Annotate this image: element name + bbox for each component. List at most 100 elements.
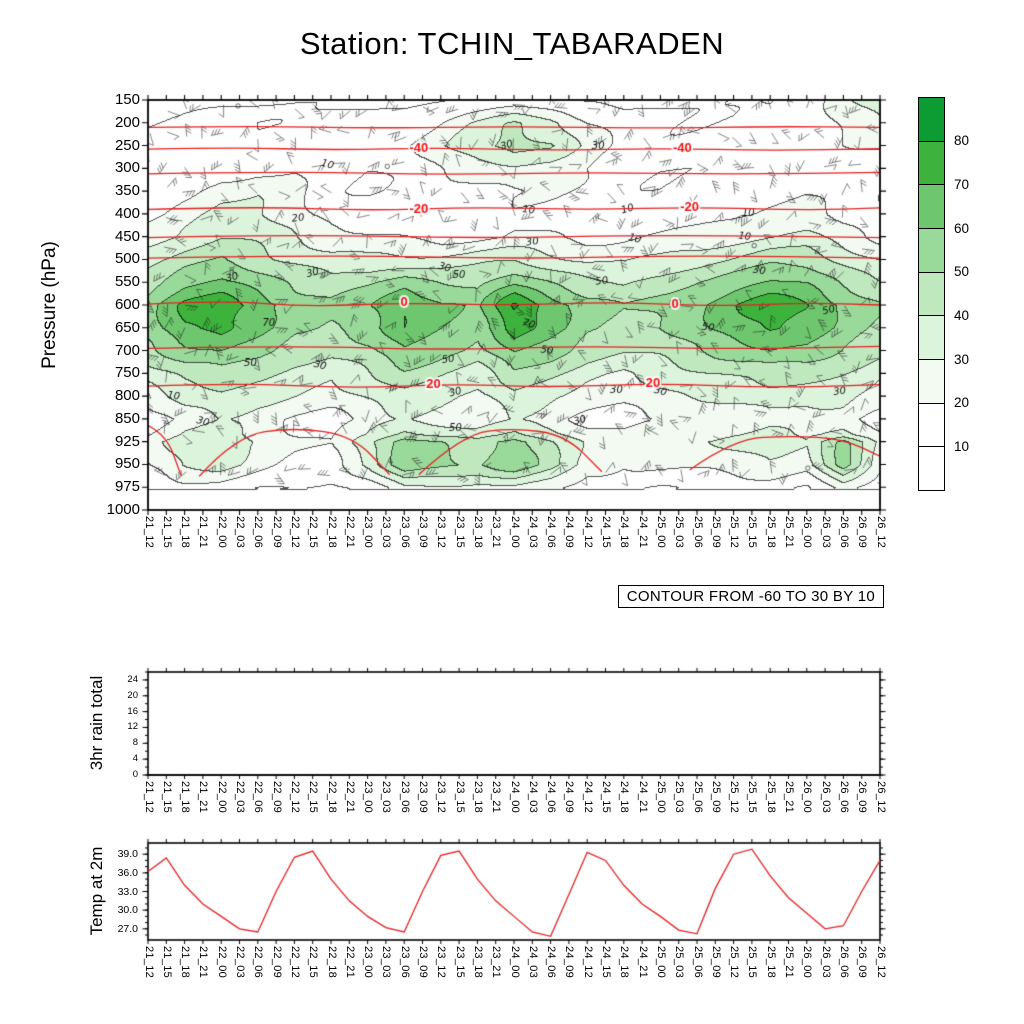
time-tick-label: 24_12 — [581, 516, 594, 549]
time-tick-label: 22_21 — [343, 946, 356, 979]
pressure-tick-label: 1000 — [106, 501, 140, 518]
time-tick-label: 23_12 — [435, 781, 448, 814]
time-tick-label: 24_12 — [581, 946, 594, 979]
time-tick-label: 22_03 — [234, 516, 246, 549]
pressure-tick-label: 600 — [114, 296, 140, 313]
time-tick-label: 24_21 — [636, 781, 649, 814]
pressure-tick-label: 700 — [114, 341, 140, 359]
colorbar-label: 40 — [954, 307, 970, 323]
time-tick-label: 25_06 — [691, 516, 704, 549]
time-tick-label: 24_18 — [618, 781, 631, 814]
rain-ytick-label: 24 — [127, 673, 138, 685]
time-tick-label: 22_21 — [343, 516, 356, 549]
time-tick-label: 25_21 — [783, 946, 795, 979]
time-tick-label: 24_09 — [563, 516, 576, 549]
time-tick-label: 24_09 — [563, 946, 576, 979]
time-tick-label: 24_00 — [508, 946, 521, 979]
time-tick-label: 25_00 — [654, 516, 667, 549]
time-tick-label: 22_00 — [215, 946, 228, 979]
pressure-tick-label: 400 — [114, 204, 140, 222]
time-tick-label: 25_09 — [709, 946, 722, 979]
time-tick-label: 25_03 — [673, 946, 686, 979]
time-tick-label: 22_06 — [252, 516, 265, 549]
time-tick-label: 24_03 — [526, 516, 539, 549]
pressure-tick-label: 650 — [114, 318, 140, 336]
time-tick-label: 23_15 — [453, 781, 466, 814]
time-tick-label: 25_06 — [691, 781, 704, 814]
colorbar-box — [918, 402, 945, 448]
time-tick-label: 26_09 — [856, 516, 869, 549]
pressure-tick-label: 975 — [114, 478, 140, 496]
time-tick-label: 22_18 — [325, 516, 338, 549]
time-tick-label: 23_09 — [417, 781, 429, 814]
time-tick-label: 25_15 — [746, 516, 759, 549]
time-tick-label: 23_00 — [362, 946, 375, 979]
temp-ytick-label: 27.0 — [117, 922, 138, 935]
colorbar-label: 10 — [954, 438, 970, 454]
time-tick-label: 25_15 — [746, 946, 759, 979]
time-tick-label: 26_06 — [837, 516, 850, 549]
time-tick-label: 23_21 — [490, 946, 503, 979]
time-tick-label: 22_21 — [343, 781, 356, 814]
time-tick-label: 23_12 — [435, 946, 448, 979]
time-tick-label: 25_12 — [728, 781, 741, 814]
rain-ytick-label: 0 — [132, 769, 138, 780]
time-tick-label: 24_12 — [581, 781, 594, 814]
time-tick-label: 25_18 — [764, 946, 777, 979]
pressure-tick-label: 550 — [114, 273, 140, 291]
time-tick-label: 25_21 — [783, 516, 795, 549]
time-tick-label: 24_15 — [600, 781, 612, 814]
time-tick-label: 22_09 — [270, 516, 283, 549]
temp-ytick-label: 39.0 — [117, 848, 138, 861]
rain-line-plot — [140, 664, 888, 783]
time-tick-label: 26_09 — [856, 781, 869, 814]
time-tick-label: 26_00 — [801, 946, 814, 979]
pressure-tick-label: 350 — [114, 182, 140, 200]
time-tick-label: 25_18 — [764, 516, 777, 549]
time-tick-label: 21_21 — [197, 946, 210, 979]
time-tick-label: 21_12 — [142, 946, 155, 979]
time-tick-label: 22_12 — [288, 516, 301, 549]
time-tick-label: 23_15 — [453, 516, 466, 549]
colorbar-box — [918, 446, 945, 491]
rain-ytick-label: 16 — [127, 705, 138, 717]
pressure-tick-label: 150 — [114, 91, 140, 108]
time-tick-label: 22_12 — [288, 946, 301, 979]
time-tick-label: 26_03 — [819, 781, 832, 814]
time-tick-label: 21_21 — [197, 781, 210, 814]
pressure-tick-label: 750 — [114, 364, 140, 382]
time-tick-label: 24_18 — [618, 946, 631, 979]
time-tick-label: 23_03 — [380, 781, 393, 814]
temp-ytick-label: 30.0 — [117, 904, 138, 917]
time-tick-label: 24_18 — [618, 516, 631, 549]
time-tick-label: 25_00 — [654, 946, 667, 979]
time-tick-label: 24_06 — [545, 946, 558, 979]
pressure-tick-label: 500 — [114, 250, 140, 268]
time-tick-label: 25_09 — [709, 516, 722, 549]
page-title: Station: TCHIN_TABARADEN — [299, 26, 725, 61]
pressure-axis-label: Pressure (hPa) — [39, 241, 60, 369]
time-tick-label: 22_09 — [270, 781, 283, 814]
pressure-tick-label: 450 — [114, 227, 140, 245]
time-tick-label: 23_21 — [490, 516, 503, 549]
time-tick-label: 26_06 — [837, 946, 850, 979]
time-tick-label: 21_15 — [160, 781, 173, 814]
time-tick-label: 21_21 — [197, 516, 210, 549]
time-tick-label: 25_18 — [764, 781, 777, 814]
time-tick-label: 23_06 — [398, 946, 411, 979]
humidity-cross-section-plot — [140, 92, 888, 518]
time-tick-label: 23_15 — [453, 946, 466, 979]
rain-ytick-label: 4 — [132, 753, 138, 765]
time-tick-label: 26_09 — [856, 946, 869, 979]
time-tick-label: 26_12 — [874, 946, 887, 979]
time-tick-label: 23_18 — [471, 946, 484, 979]
rain-ytick-label: 12 — [127, 721, 138, 733]
time-tick-label: 21_15 — [160, 946, 173, 979]
time-tick-label: 24_21 — [636, 516, 649, 549]
colorbar-box — [918, 184, 945, 229]
time-tick-label: 26_12 — [874, 781, 887, 814]
time-tick-label: 24_03 — [526, 781, 539, 814]
temp-line-plot — [140, 835, 888, 948]
time-tick-label: 21_12 — [142, 516, 155, 549]
